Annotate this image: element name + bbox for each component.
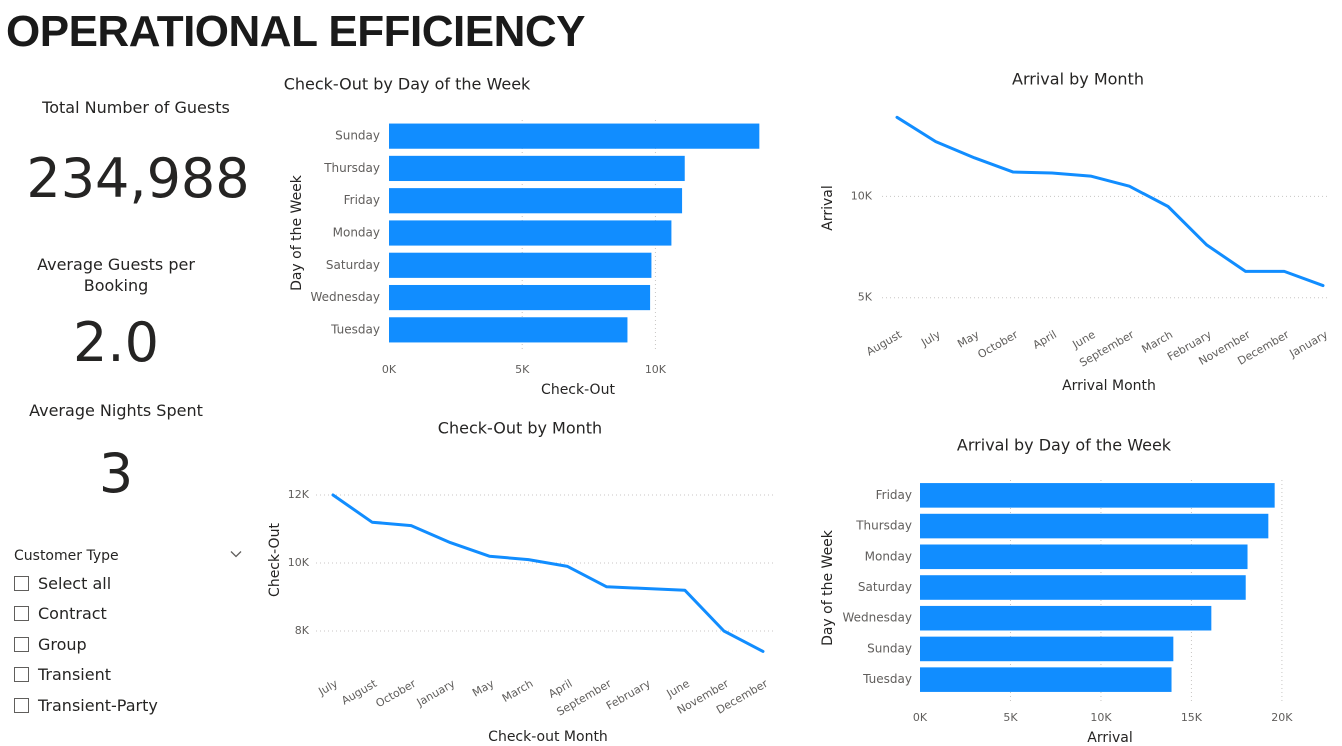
checkbox[interactable] — [14, 605, 29, 621]
arrival-by-month-x-tick-label: October — [976, 328, 1021, 362]
arrival-by-day-x-tick-label: 20K — [1271, 711, 1293, 724]
checkout-by-day-x-tick-label: 5K — [515, 363, 530, 376]
slicer-item-contract[interactable]: Contract — [14, 602, 107, 624]
arrival-by-month-x-tick-label: August — [864, 328, 904, 359]
checkout-by-day-y-axis-label: Day of the Week — [289, 174, 305, 291]
avg-guests-label-line2: Booking — [83, 276, 149, 295]
arrival-by-month-x-tick-label: January — [1287, 328, 1331, 361]
checkout-by-month-x-tick-label: January — [414, 677, 458, 710]
arrival-by-day-title: Arrival by Day of the Week — [957, 436, 1172, 455]
checkbox[interactable] — [14, 575, 29, 591]
checkout-by-day-category-label: Friday — [344, 193, 380, 207]
total-guests-value: 234,988 — [26, 147, 250, 210]
arrival-by-day-bar — [920, 544, 1248, 570]
arrival-by-day-category-label: Monday — [865, 549, 912, 563]
arrival-by-day-category-label: Wednesday — [843, 611, 912, 625]
checkout-by-month-x-tick-label: July — [315, 677, 340, 699]
slicer-item-label: Transient — [38, 664, 111, 684]
arrival-by-month-x-tick-label: April — [1031, 328, 1059, 352]
slicer-item-transient-party[interactable]: Transient-Party — [14, 694, 158, 716]
checkout-by-day-category-label: Sunday — [335, 129, 380, 143]
checkout-by-day-x-tick-label: 10K — [645, 363, 667, 376]
slicer-item-label: Transient-Party — [38, 695, 158, 715]
arrival-by-month-y-axis-label: Arrival — [820, 185, 836, 231]
arrival-by-day-x-tick-label: 10K — [1090, 711, 1112, 724]
checkout-by-day-bar — [389, 317, 628, 343]
slicer-item-group[interactable]: Group — [14, 633, 87, 655]
avg-guests-label-line1: Average Guests per — [37, 255, 195, 274]
checkout-by-day-bar — [389, 155, 685, 182]
checkout-by-day-category-label: Monday — [333, 226, 380, 240]
arrival-by-day-bar — [920, 605, 1212, 631]
arrival-by-day-category-label: Saturday — [858, 580, 912, 594]
checkout-by-day-x-axis-label: Check-Out — [541, 382, 615, 398]
checkout-by-day-category-label: Saturday — [326, 258, 380, 272]
checkout-by-day-x-tick-label: 0K — [382, 363, 397, 376]
arrival-by-day-bar — [920, 667, 1172, 692]
arrival-by-day-x-tick-label: 5K — [1003, 711, 1018, 724]
checkout-by-day-bar — [389, 284, 651, 311]
arrival-by-day-x-axis-label: Arrival — [1087, 730, 1133, 746]
arrival-by-day-category-label: Tuesday — [862, 672, 912, 686]
checkout-by-day-title: Check-Out by Day of the Week — [284, 75, 531, 94]
checkout-by-day-bar — [389, 123, 760, 149]
checkout-by-month-y-tick-label: 8K — [295, 624, 310, 637]
checkout-by-month-y-tick-label: 10K — [288, 556, 310, 569]
slicer-title: Customer Type — [14, 548, 119, 564]
slicer-item-label: Contract — [38, 603, 107, 623]
arrival-by-month-x-tick-label: July — [918, 328, 943, 350]
avg-nights-label: Average Nights Spent — [29, 401, 203, 420]
checkout-by-month-series-line — [331, 493, 765, 653]
checkbox[interactable] — [14, 636, 29, 652]
arrival-by-day-category-label: Sunday — [867, 641, 912, 655]
checkout-by-day-bar — [389, 220, 672, 246]
slicer-item-select-all[interactable]: Select all — [14, 572, 111, 594]
arrival-by-day-bar — [920, 575, 1246, 600]
checkbox[interactable] — [14, 697, 29, 713]
arrival-by-month-y-tick-label: 5K — [858, 291, 873, 304]
checkout-by-month-x-tick-label: August — [339, 677, 379, 708]
checkout-by-month-x-tick-label: February — [604, 677, 653, 713]
arrival-by-day-y-axis-label: Day of the Week — [820, 529, 836, 646]
arrival-by-day-bar — [920, 483, 1275, 508]
slicer-item-label: Group — [38, 634, 87, 654]
checkout-by-day-bar — [389, 188, 683, 214]
arrival-by-month-y-tick-label: 10K — [851, 189, 873, 202]
avg-nights-value: 3 — [98, 442, 134, 505]
checkout-by-month-x-axis-label: Check-out Month — [488, 729, 608, 745]
arrival-by-day-category-label: Friday — [876, 488, 912, 502]
slicer-item-transient[interactable]: Transient — [14, 663, 111, 685]
arrival-by-day-bar — [920, 636, 1174, 662]
checkout-by-month-x-tick-label: March — [500, 677, 536, 705]
checkout-by-day-category-label: Tuesday — [330, 322, 380, 336]
checkout-by-day-category-label: Wednesday — [311, 290, 380, 304]
checkout-by-month-y-tick-label: 12K — [288, 488, 310, 501]
checkbox[interactable] — [14, 666, 29, 682]
arrival-by-day-bar — [920, 513, 1269, 539]
arrival-by-month-x-axis-label: Arrival Month — [1062, 378, 1156, 394]
arrival-by-day-x-tick-label: 15K — [1181, 711, 1203, 724]
checkout-by-month-x-tick-label: October — [374, 677, 419, 711]
chevron-down-icon[interactable] — [229, 546, 243, 560]
checkout-by-month-x-tick-label: May — [470, 677, 497, 700]
checkout-by-day-bar — [389, 252, 652, 278]
total-guests-label: Total Number of Guests — [42, 98, 230, 117]
arrival-by-month-x-tick-label: May — [955, 328, 982, 351]
arrival-by-day-x-tick-label: 0K — [913, 711, 928, 724]
checkout-by-day-category-label: Thursday — [323, 161, 380, 175]
arrival-by-day-category-label: Thursday — [855, 519, 912, 533]
page-title: OPERATIONAL EFFICIENCY — [6, 7, 585, 56]
slicer-item-label: Select all — [38, 573, 112, 593]
avg-guests-value: 2.0 — [73, 311, 159, 374]
checkout-by-month-title: Check-Out by Month — [438, 419, 602, 438]
checkout-by-month-y-axis-label: Check-Out — [267, 523, 283, 597]
arrival-by-month-series-line — [895, 115, 1325, 288]
arrival-by-month-title: Arrival by Month — [1012, 70, 1144, 89]
